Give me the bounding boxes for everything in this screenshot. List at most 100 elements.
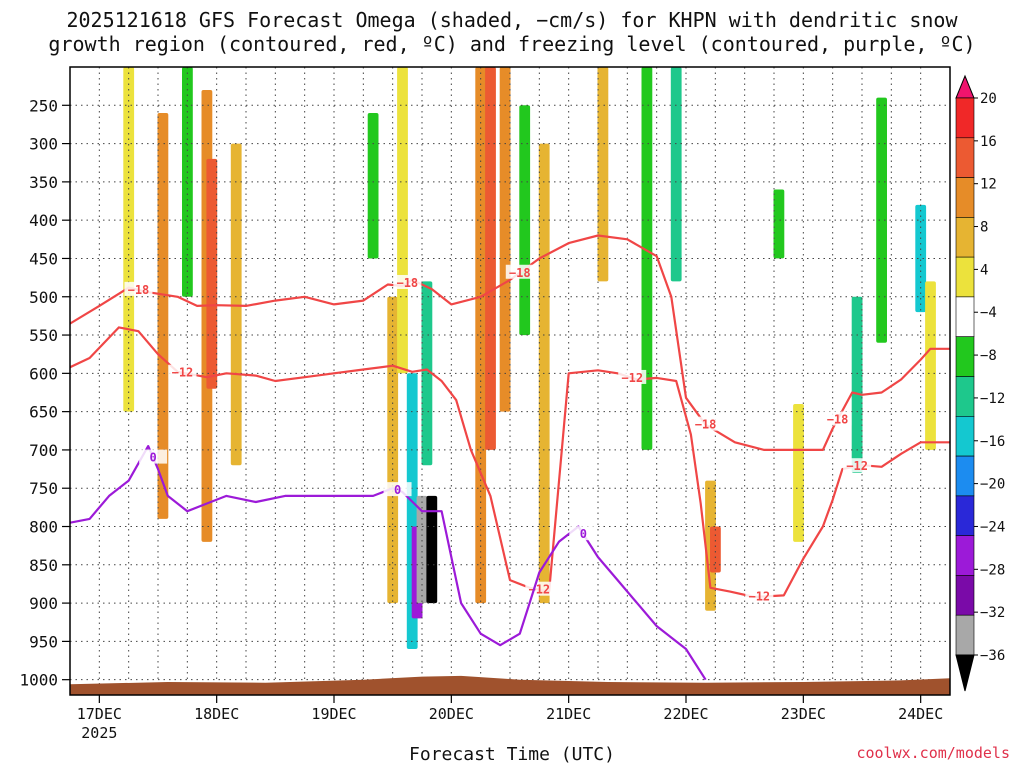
chart-title-line-2: growth region (contoured, red, ºC) and f… xyxy=(48,32,976,56)
omega-region-20 xyxy=(641,67,653,450)
colorbar-bin-8 xyxy=(955,415,975,457)
x-tick-label-2: 19DEC xyxy=(311,705,356,723)
terrain-fill xyxy=(70,675,950,695)
colorbar-top-triangle xyxy=(955,74,975,99)
x-tick-label-1: 18DEC xyxy=(194,705,239,723)
omega-region-12 xyxy=(421,281,433,466)
omega-region-13 xyxy=(426,495,438,604)
colorbar-bin-11 xyxy=(955,535,975,576)
colorbar-bin-6 xyxy=(955,336,975,377)
contour-label-bg-2-1 xyxy=(383,482,412,497)
colorbar-label-10: −24 xyxy=(980,519,1005,535)
y-tick-label-900: 900 xyxy=(29,594,58,613)
contour-label-1-0: −12 xyxy=(172,366,194,380)
y-tick-label-800: 800 xyxy=(29,518,58,537)
x-tick-label-7: 24DEC xyxy=(898,705,943,723)
y-tick-label-750: 750 xyxy=(29,479,58,498)
x-tick-label-6: 23DEC xyxy=(781,705,826,723)
omega-region-1 xyxy=(157,113,169,519)
omega-region-0 xyxy=(123,67,135,412)
colorbar-bin-3 xyxy=(955,217,975,258)
contour-label-bg-1-3 xyxy=(745,588,774,603)
y-tick-label-250: 250 xyxy=(29,96,58,115)
contour-label-1-2: −12 xyxy=(621,371,643,385)
colorbar-label-1: 16 xyxy=(980,134,997,150)
contour-label-bg-0-3 xyxy=(691,416,720,431)
omega-region-17 xyxy=(519,105,531,336)
contour-label-2-0: 0 xyxy=(149,451,156,465)
omega-region-2 xyxy=(182,67,193,297)
contour-line-0 xyxy=(70,234,950,451)
y-tick-label-550: 550 xyxy=(29,326,58,345)
contour-label-0-3: −18 xyxy=(695,418,717,432)
contour-line-2 xyxy=(70,445,707,681)
terrain-layer xyxy=(70,675,950,695)
contour-label-2-2: 0 xyxy=(580,527,587,541)
y-tick-label-350: 350 xyxy=(29,173,58,192)
contour-label-0-0: −18 xyxy=(128,283,150,297)
colorbar-label-12: −32 xyxy=(980,605,1005,621)
omega-region-19 xyxy=(597,67,609,282)
x-year-label: 2025 xyxy=(81,724,117,742)
x-tick-label-4: 21DEC xyxy=(546,705,591,723)
omega-region-25 xyxy=(793,404,804,542)
omega-region-29 xyxy=(925,281,936,450)
x-axis-label: Forecast Time (UTC) xyxy=(409,744,615,765)
colorbar: 20 16 12 8 4 −4 −8 −12 −16 −20 −24 −28 −32 −36 xyxy=(955,74,1005,692)
contour-label-bg-0-1 xyxy=(393,274,422,289)
contour-label-bg-0-4 xyxy=(823,411,852,426)
omega-region-15 xyxy=(485,67,496,450)
y-tick-label-450: 450 xyxy=(29,249,58,268)
contour-label-1-3: −12 xyxy=(748,590,770,604)
colorbar-bin-12 xyxy=(955,575,975,616)
omega-region-26 xyxy=(851,296,863,473)
contour-label-bg-0-0 xyxy=(124,281,153,296)
y-axis: 250 300 350 400 450 500 550 600 650 700 750 800 850 9… xyxy=(19,96,70,690)
contour-label-2-1: 0 xyxy=(394,483,401,497)
contour-label-0-1: −18 xyxy=(396,276,418,290)
contour-label-bg-2-0 xyxy=(139,449,168,464)
plot-frame xyxy=(69,66,951,696)
colorbar-label-7: −12 xyxy=(980,391,1005,407)
x-tick-label-3: 20DEC xyxy=(429,705,474,723)
omega-region-28 xyxy=(915,204,927,313)
omega-region-5 xyxy=(230,143,242,466)
colorbar-bin-2 xyxy=(955,177,975,218)
y-tick-label-700: 700 xyxy=(29,441,58,460)
colorbar-label-2: 12 xyxy=(980,177,997,193)
omega-region-8 xyxy=(397,67,408,374)
y-tick-label-1000: 1000 xyxy=(19,671,58,690)
contour-label-bg-1-2 xyxy=(618,369,647,384)
colorbar-bottom-triangle xyxy=(955,654,975,692)
colorbar-label-3: 8 xyxy=(980,220,988,236)
y-tick-label-850: 850 xyxy=(29,556,58,575)
gridlines xyxy=(70,67,950,695)
y-tick-label-500: 500 xyxy=(29,288,58,307)
y-tick-label-600: 600 xyxy=(29,364,58,383)
x-tick-label-5: 22DEC xyxy=(663,705,708,723)
colorbar-label-0: 20 xyxy=(980,91,997,107)
contour-label-bg-1-0 xyxy=(168,364,197,379)
colorbar-bin-0 xyxy=(955,97,975,139)
colorbar-label-4: 4 xyxy=(980,262,988,278)
x-axis: 17DEC 18DEC 19DEC 20DEC 21DEC 22DEC 23DEC 24DEC… xyxy=(77,695,943,742)
colorbar-bin-9 xyxy=(955,455,975,497)
colorbar-label-9: −20 xyxy=(980,477,1005,493)
contour-label-0-4: −18 xyxy=(827,412,849,426)
omega-region-16 xyxy=(499,67,511,412)
omega-shading-layer xyxy=(123,67,936,649)
omega-region-6 xyxy=(367,113,379,259)
colorbar-bin-7 xyxy=(955,376,975,417)
x-tick-label-0: 17DEC xyxy=(77,705,122,723)
colorbar-bin-5 xyxy=(955,296,975,337)
colorbar-label-13: −36 xyxy=(980,648,1005,664)
contour-label-0-2: −18 xyxy=(509,266,531,280)
omega-region-21 xyxy=(670,67,682,282)
colorbar-label-5: −4 xyxy=(980,305,997,321)
contour-label-bg-2-2 xyxy=(569,526,598,541)
contour-label-bg-0-2 xyxy=(505,264,534,279)
omega-region-24 xyxy=(773,189,785,259)
colorbar-label-8: −16 xyxy=(980,434,1005,450)
